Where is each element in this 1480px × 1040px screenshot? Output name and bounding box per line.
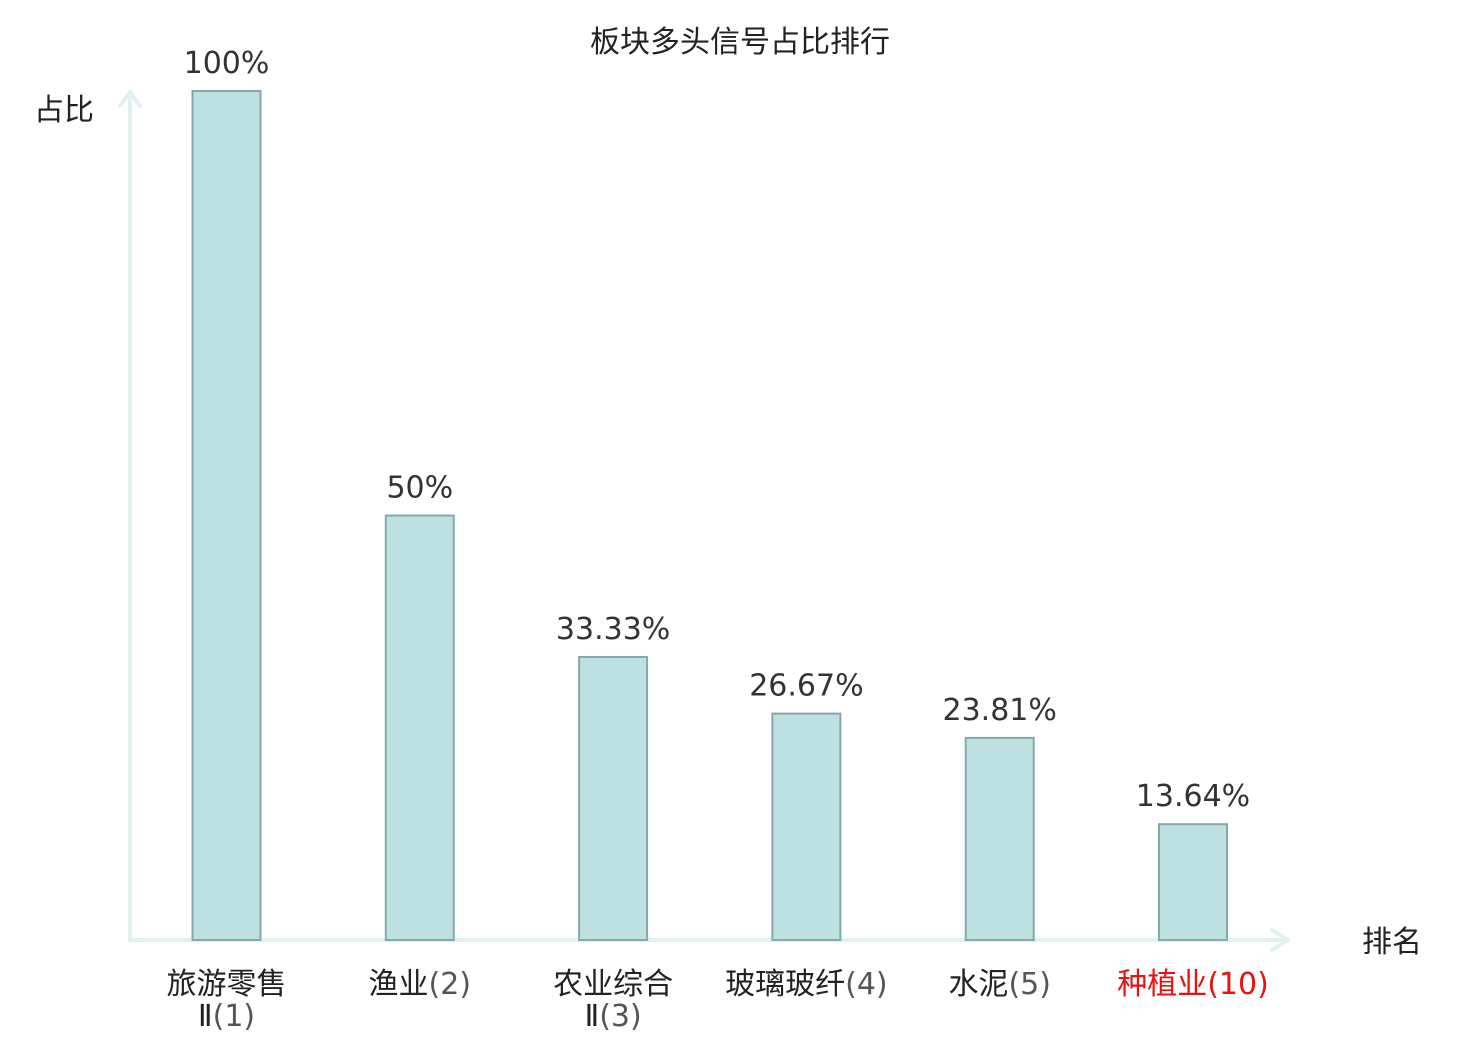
tick-label: 玻璃玻纤(4) (725, 967, 888, 1002)
data-label: 50% (386, 471, 453, 506)
tick-label: 渔业(2) (369, 967, 472, 1002)
tick-label: 农业综合 Ⅱ(3) (553, 967, 673, 1034)
axes (118, 90, 1290, 952)
data-label: 33.33% (556, 612, 670, 647)
bar (384, 514, 455, 941)
y-axis-arrow (118, 90, 142, 108)
y-axis-label: 占比 (34, 93, 94, 128)
bar (964, 736, 1035, 942)
data-label: 13.64% (1136, 779, 1250, 814)
bar (1158, 823, 1228, 942)
category-labels-group: 旅游零售 Ⅱ(1) 渔业(2) 农业综合 Ⅱ(3) 玻璃玻纤(4) 水泥(5) 种植业(10) (167, 967, 1269, 1034)
value-labels-group: 100% 50% 33.33% 26.67% 23.81% 13.64% (184, 46, 1251, 814)
tick-label: 旅游零售 Ⅱ(1) (167, 967, 287, 1034)
bars-group (191, 90, 1228, 942)
x-axis-arrow (1270, 928, 1290, 952)
data-label: 23.81% (943, 693, 1057, 728)
bar (771, 712, 842, 941)
x-axis-label: 排名 (1362, 925, 1422, 960)
bar (578, 656, 649, 941)
chart-title: 板块多头信号占比排行 (590, 25, 890, 60)
data-label: 100% (184, 46, 270, 81)
bar (191, 90, 262, 941)
tick-label: 种植业(10) (1117, 967, 1269, 1002)
tick-label: 水泥(5) (948, 967, 1050, 1002)
data-label: 26.67% (749, 669, 863, 704)
